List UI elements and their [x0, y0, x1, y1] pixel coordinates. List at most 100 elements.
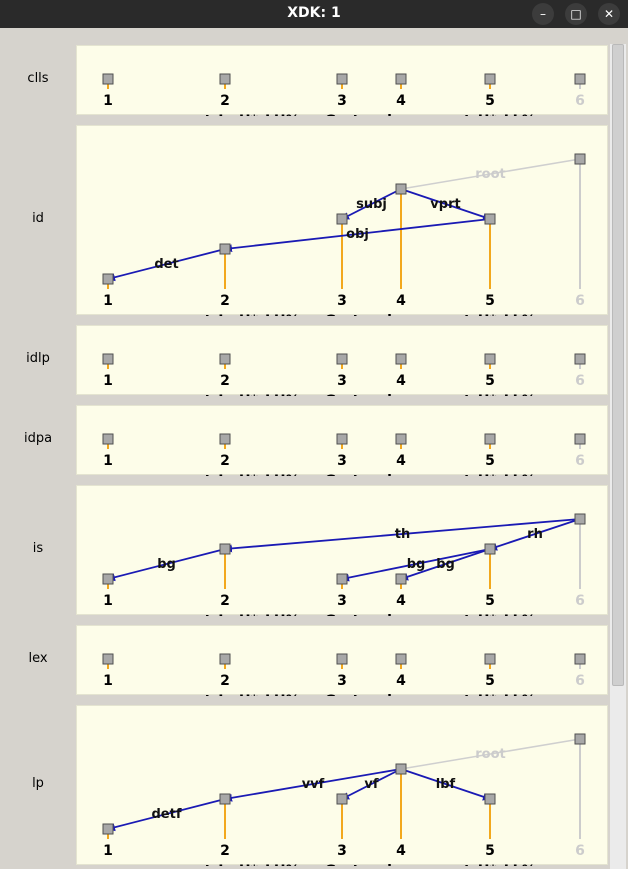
node-box-3 [336, 653, 348, 665]
node-word-4: has [387, 393, 415, 396]
node-word-5: got_H*_LL% [444, 113, 535, 116]
dependency-graph-idpa: 1 a 2 present_L+H*_LH% 3 Gert 4 has 5 got_H*_LL% 6… [102, 433, 586, 476]
dimension-label-lex: lex [28, 651, 48, 666]
node-box-5 [484, 353, 496, 365]
dimension-panel-clls[interactable]: 1 a 2 present_L+H*_LH% 3 Gert 4 has 5 got_H*_LL% 6… [76, 45, 608, 116]
maximize-icon[interactable]: □ [565, 3, 587, 25]
node-index-4: 4 [396, 293, 406, 309]
edge-label-th: th [395, 527, 410, 542]
node-word-4: has [387, 113, 415, 116]
dependency-graph-is: thrhbgbgbg1a2present_L+H*_LH%3Gert4has5g… [102, 513, 586, 616]
node-box-6 [574, 153, 586, 165]
edge-bg [107, 548, 226, 582]
node-box-4 [395, 763, 407, 775]
node-word-1: a [103, 113, 112, 116]
node-index-2: 2 [220, 93, 230, 109]
close-icon[interactable]: ✕ [598, 3, 620, 25]
node-box-6 [574, 353, 586, 365]
node-box-3 [336, 213, 348, 225]
node-index-1: 1 [103, 673, 113, 689]
dimension-panel-is[interactable]: thrhbgbgbg1a2present_L+H*_LH%3Gert4has5g… [76, 485, 608, 616]
node-box-1 [102, 353, 114, 365]
node-index-6: 6 [575, 93, 585, 109]
vertical-scrollbar[interactable] [610, 44, 626, 869]
minimize-icon[interactable]: – [532, 3, 554, 25]
node-index-1: 1 [103, 593, 113, 609]
node-box-3 [336, 433, 348, 445]
edge-label-bg: bg [157, 557, 176, 572]
node-index-5: 5 [485, 293, 495, 309]
node-index-3: 3 [337, 373, 347, 389]
node-word-2: present_L+H*_LH% [150, 473, 299, 476]
node-word-2: present_L+H*_LH% [150, 393, 299, 396]
node-word-6: . [577, 693, 582, 696]
scrollbar-thumb[interactable] [612, 44, 624, 686]
node-word-5: got_H*_LL% [444, 313, 535, 316]
node-index-5: 5 [485, 673, 495, 689]
node-word-5: got_H*_LL% [444, 393, 535, 396]
dependency-graph-clls: 1 a 2 present_L+H*_LH% 3 Gert 4 has 5 got_H*_LL% 6… [102, 73, 586, 116]
node-word-6: . [577, 113, 582, 116]
node-box-2 [219, 243, 231, 255]
dimension-label-idpa: idpa [23, 431, 53, 446]
dependency-graph-lp: vvf vf lbf detf root 1 a 2 present_L+H*_LH% 3 Gert… [102, 733, 586, 866]
node-box-3 [336, 573, 348, 585]
node-index-4: 4 [396, 843, 406, 859]
node-box-6 [574, 513, 586, 525]
node-box-1 [102, 273, 114, 285]
node-index-1: 1 [103, 843, 113, 859]
dimension-panel-id[interactable]: subj vprt obj det root 1 a 2 present_L+H*_LH% 3 Ge… [76, 125, 608, 316]
node-word-4: has [387, 313, 415, 316]
node-word-3: Gert [325, 393, 360, 396]
node-word-2: present_L+H*_LH% [150, 863, 299, 866]
dimension-panel-idlp[interactable]: 1 a 2 present_L+H*_LH% 3 Gert 4 has 5 got_H*_LL% 6… [76, 325, 608, 396]
node-box-5 [484, 653, 496, 665]
dimension-panel-lp[interactable]: vvf vf lbf detf root 1 a 2 present_L+H*_LH% 3 Gert… [76, 705, 608, 866]
node-index-6: 6 [575, 373, 585, 389]
edge-label-vvf: vvf [302, 777, 325, 792]
node-word-1: a [103, 613, 112, 616]
edge-label-det: det [154, 257, 178, 272]
node-index-4: 4 [396, 93, 406, 109]
node-word-4: has [387, 613, 415, 616]
node-index-2: 2 [220, 843, 230, 859]
node-index-4: 4 [396, 593, 406, 609]
edge-vprt [400, 188, 491, 221]
edge-th [224, 518, 581, 553]
node-box-5 [484, 433, 496, 445]
edge-obj [224, 218, 491, 253]
node-box-3 [336, 793, 348, 805]
node-box-4 [395, 73, 407, 85]
node-box-4 [395, 433, 407, 445]
node-index-5: 5 [485, 93, 495, 109]
edge-bg [400, 548, 491, 581]
edge-subj [341, 188, 402, 220]
node-word-5: got_H*_LL% [444, 693, 535, 696]
node-word-3: Gert [325, 693, 360, 696]
node-box-4 [395, 573, 407, 585]
node-index-6: 6 [575, 843, 585, 859]
node-word-3: Gert [325, 313, 360, 316]
node-word-6: . [577, 863, 582, 866]
node-word-6: . [577, 613, 582, 616]
dimension-panel-lex[interactable]: 1 a 2 present_L+H*_LH% 3 Gert 4 has 5 got_H*_LL% 6… [76, 625, 608, 696]
node-word-4: has [387, 473, 415, 476]
node-index-1: 1 [103, 373, 113, 389]
edge-bg [341, 548, 491, 582]
node-index-5: 5 [485, 453, 495, 469]
edge-label-vprt: vprt [430, 197, 460, 212]
node-index-3: 3 [337, 453, 347, 469]
edge-rh [489, 518, 581, 551]
node-index-5: 5 [485, 593, 495, 609]
edge-label-lbf: lbf [436, 777, 456, 792]
node-box-2 [219, 353, 231, 365]
node-word-2: present_L+H*_LH% [150, 613, 299, 616]
node-index-6: 6 [575, 453, 585, 469]
node-word-2: present_L+H*_LH% [150, 693, 299, 696]
edge-lbf [400, 768, 491, 801]
node-word-5: got_H*_LL% [444, 473, 535, 476]
node-index-4: 4 [396, 673, 406, 689]
dimension-panel-idpa[interactable]: 1 a 2 present_L+H*_LH% 3 Gert 4 has 5 got_H*_LL% 6… [76, 405, 608, 476]
node-index-2: 2 [220, 293, 230, 309]
node-box-4 [395, 183, 407, 195]
